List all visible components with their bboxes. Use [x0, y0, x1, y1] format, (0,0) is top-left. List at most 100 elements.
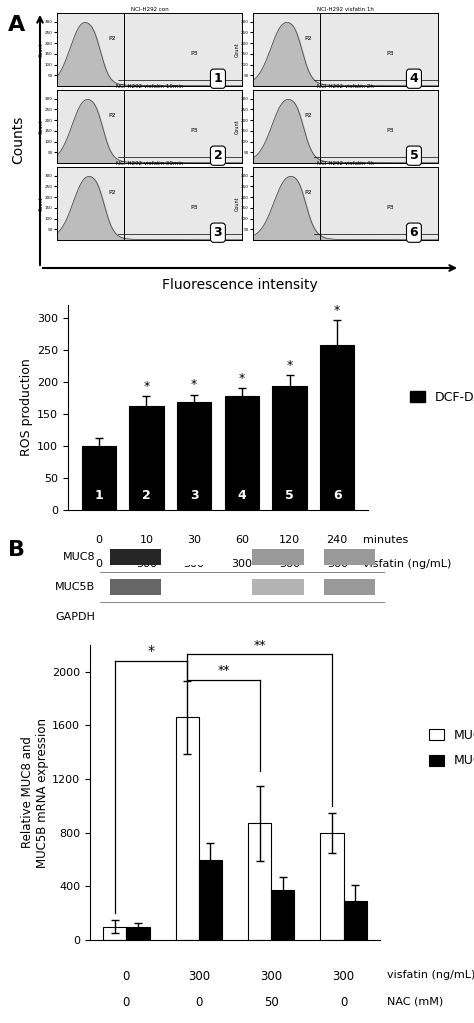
Text: *: *: [191, 379, 197, 392]
Bar: [344, 901, 367, 940]
Text: P2: P2: [109, 190, 117, 195]
Text: 0: 0: [195, 996, 202, 1009]
Y-axis label: ROS production: ROS production: [20, 359, 33, 456]
Text: P3: P3: [386, 128, 394, 133]
Bar: [273, 387, 307, 510]
Y-axis label: Count: Count: [235, 42, 239, 57]
Text: 0: 0: [340, 996, 347, 1009]
Text: P3: P3: [190, 51, 198, 55]
Text: P3: P3: [190, 128, 198, 133]
Text: visfatin (ng/mL): visfatin (ng/mL): [364, 560, 452, 569]
Text: 5: 5: [410, 149, 419, 163]
Text: Fluorescence intensity: Fluorescence intensity: [162, 278, 318, 292]
Bar: [225, 396, 259, 510]
Bar: [129, 405, 164, 510]
Bar: [248, 824, 271, 940]
Text: A: A: [8, 15, 25, 35]
Legend: DCF-DA: DCF-DA: [405, 386, 474, 409]
Bar: [324, 609, 375, 625]
Text: MUC8: MUC8: [63, 552, 95, 562]
Text: 300: 300: [279, 560, 300, 569]
Text: 300: 300: [327, 560, 348, 569]
Title: NCI-H292 visfatin 30min: NCI-H292 visfatin 30min: [116, 161, 183, 166]
Text: *: *: [239, 372, 245, 385]
Bar: [320, 346, 355, 510]
Text: 6: 6: [410, 226, 418, 239]
Bar: [253, 579, 304, 595]
Bar: [82, 446, 116, 510]
Text: 3: 3: [190, 489, 199, 502]
Bar: [103, 927, 127, 940]
Bar: [175, 717, 199, 940]
Text: Counts: Counts: [11, 116, 25, 164]
Legend: MUC8, MUC5B: MUC8, MUC5B: [424, 724, 474, 772]
Text: 0: 0: [95, 560, 102, 569]
Text: *: *: [286, 359, 292, 371]
Text: 6: 6: [333, 489, 341, 502]
Text: P2: P2: [305, 190, 312, 195]
Text: 0: 0: [95, 535, 102, 544]
Bar: [181, 548, 233, 566]
Title: NCI-H292 visfatin 2h: NCI-H292 visfatin 2h: [317, 84, 374, 89]
Text: 0: 0: [123, 996, 130, 1009]
Title: NCI-H292 visfatin 10min: NCI-H292 visfatin 10min: [116, 84, 183, 89]
Y-axis label: Count: Count: [235, 196, 239, 211]
Bar: [110, 609, 161, 625]
Text: *: *: [143, 380, 150, 393]
Text: 2: 2: [142, 489, 151, 502]
Y-axis label: Count: Count: [38, 196, 44, 211]
Text: 2: 2: [214, 149, 222, 163]
Text: 300: 300: [231, 560, 252, 569]
Text: 10: 10: [139, 535, 154, 544]
Text: *: *: [147, 644, 155, 659]
Text: *: *: [334, 304, 340, 316]
Bar: [181, 579, 233, 595]
Text: 300: 300: [183, 560, 205, 569]
Text: **: **: [254, 638, 266, 652]
Text: P2: P2: [109, 114, 117, 118]
Bar: [177, 402, 211, 510]
Text: 0: 0: [123, 970, 130, 982]
Text: P2: P2: [109, 36, 117, 41]
Bar: [253, 609, 304, 625]
Y-axis label: Count: Count: [38, 120, 44, 134]
Text: 50: 50: [264, 996, 279, 1009]
Text: P2: P2: [305, 36, 312, 41]
Text: 1: 1: [94, 489, 103, 502]
Title: NCI-H292 visfatin 4h: NCI-H292 visfatin 4h: [317, 161, 374, 166]
Text: 5: 5: [285, 489, 294, 502]
Bar: [181, 609, 233, 625]
Y-axis label: Count: Count: [235, 120, 239, 134]
Text: 1: 1: [214, 73, 222, 85]
Bar: [127, 927, 149, 940]
Bar: [253, 548, 304, 566]
Bar: [324, 548, 375, 566]
Text: MUC5B: MUC5B: [55, 582, 95, 592]
Text: **: **: [217, 664, 230, 677]
Text: 4: 4: [237, 489, 246, 502]
Text: P3: P3: [190, 205, 198, 210]
Text: visfatin (ng/mL): visfatin (ng/mL): [387, 970, 474, 979]
Text: 300: 300: [188, 970, 210, 982]
Bar: [199, 859, 222, 940]
Text: 300: 300: [260, 970, 283, 982]
Text: P3: P3: [386, 51, 394, 55]
Text: B: B: [8, 540, 25, 560]
Text: 240: 240: [327, 535, 348, 544]
Y-axis label: Relative MUC8 and
MUC5B mRNA expression: Relative MUC8 and MUC5B mRNA expression: [21, 717, 49, 868]
Title: NCI-H292 visfatin 1h: NCI-H292 visfatin 1h: [317, 7, 374, 12]
Text: P3: P3: [386, 205, 394, 210]
Text: 30: 30: [187, 535, 201, 544]
Text: GAPDH: GAPDH: [55, 612, 95, 622]
Text: 3: 3: [214, 226, 222, 239]
Text: 300: 300: [333, 970, 355, 982]
Text: minutes: minutes: [364, 535, 409, 544]
Text: 4: 4: [410, 73, 419, 85]
Y-axis label: Count: Count: [38, 42, 44, 57]
Text: 300: 300: [136, 560, 157, 569]
Text: NAC (mM): NAC (mM): [387, 996, 443, 1006]
Text: 120: 120: [279, 535, 300, 544]
Bar: [271, 890, 294, 940]
Bar: [110, 548, 161, 566]
Title: NCI-H292 con: NCI-H292 con: [131, 7, 168, 12]
